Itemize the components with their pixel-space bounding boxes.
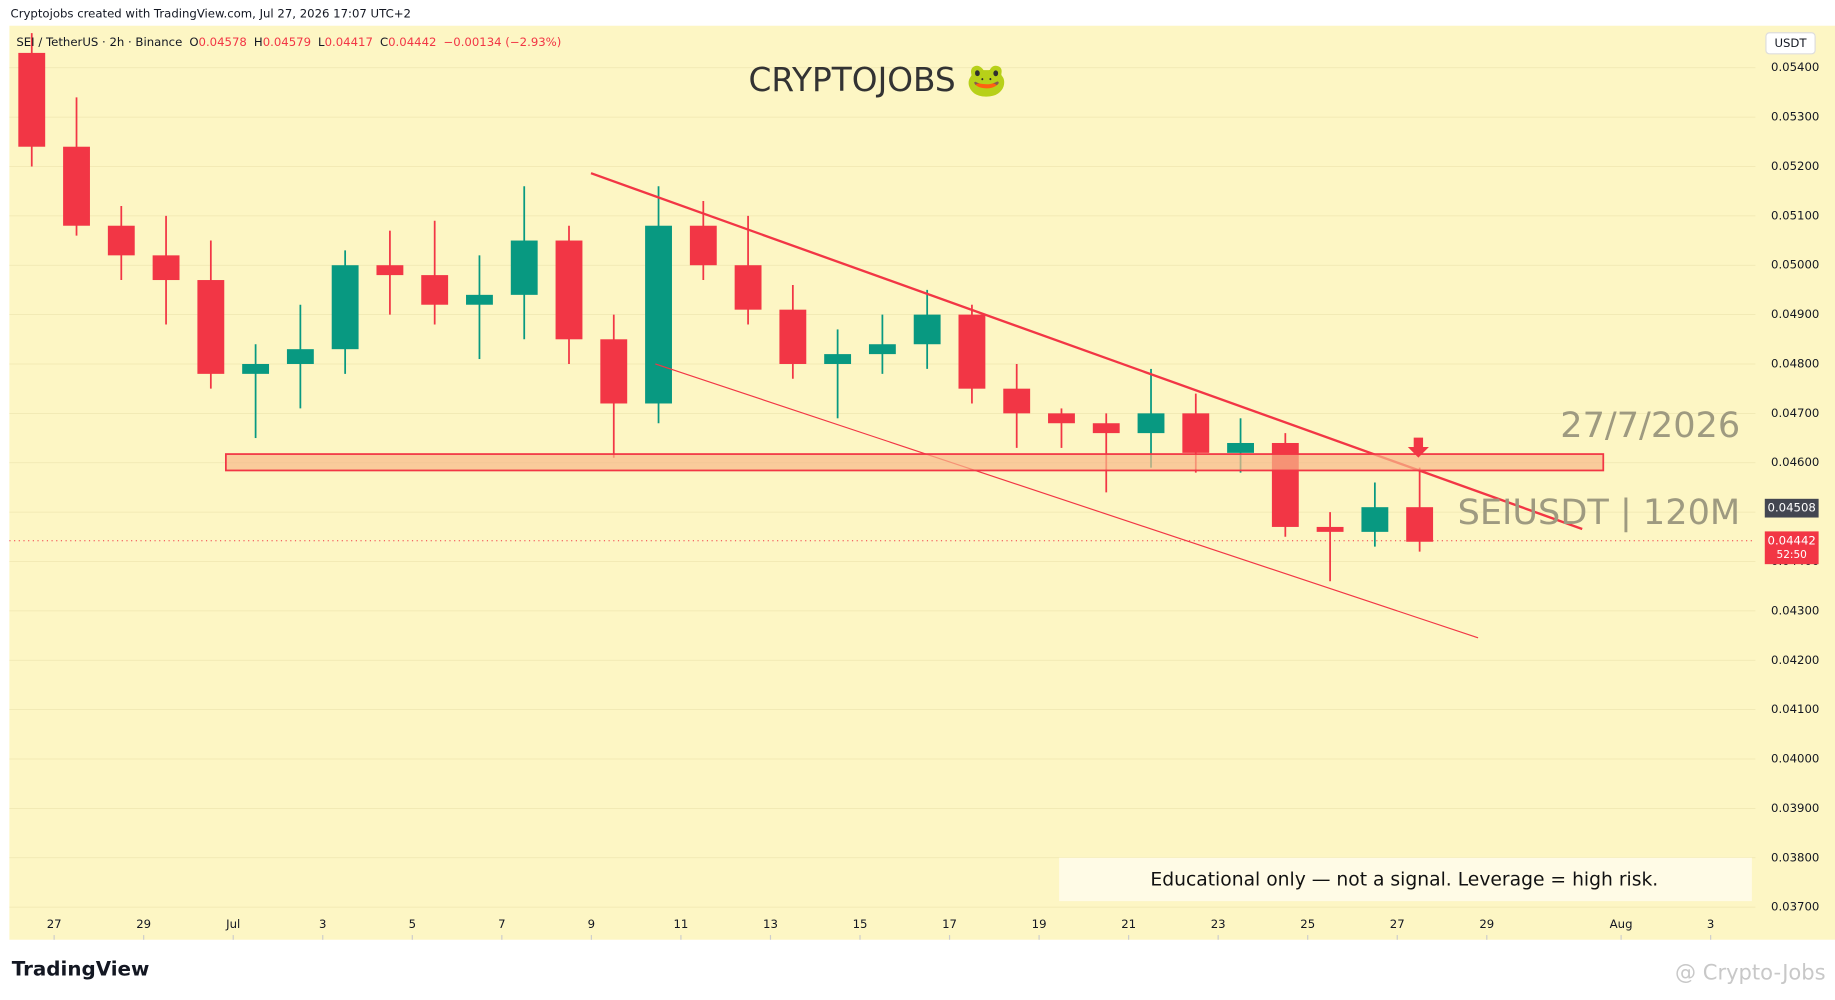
candle-body bbox=[1092, 423, 1120, 434]
x-tick-label: 13 bbox=[763, 917, 778, 931]
chart-pane bbox=[9, 25, 1835, 940]
attribution: Cryptojobs created with TradingView.com,… bbox=[11, 7, 411, 21]
y-tick-label: 0.04900 bbox=[1771, 307, 1819, 321]
candle-body bbox=[779, 309, 807, 364]
disclaimer-box bbox=[1059, 857, 1752, 902]
candle-body bbox=[510, 240, 538, 295]
marker-price: 0.04508 bbox=[1768, 501, 1816, 515]
x-tick-label: 27 bbox=[1390, 917, 1405, 931]
y-tick-label: 0.04000 bbox=[1771, 752, 1819, 766]
x-tick-label: 19 bbox=[1032, 917, 1047, 931]
y-tick-label: 0.04600 bbox=[1771, 455, 1819, 469]
x-tick-label: Jul bbox=[225, 917, 240, 931]
l-label: L bbox=[318, 35, 325, 49]
y-tick-label: 0.04200 bbox=[1771, 653, 1819, 667]
candle-body bbox=[152, 255, 180, 281]
y-tick-label: 0.04100 bbox=[1771, 702, 1819, 716]
last-price: 0.04442 bbox=[1768, 533, 1816, 547]
open: 0.04578 bbox=[199, 35, 247, 49]
symbol: SEI / TetherUS · 2h · Binance bbox=[16, 35, 182, 49]
candle-body bbox=[555, 240, 583, 340]
y-tick-label: 0.05300 bbox=[1771, 110, 1819, 124]
candle-body bbox=[734, 265, 762, 310]
footer-credit: @ Crypto-Jobs bbox=[1675, 960, 1826, 985]
disclaimer: Educational only — not a signal. Leverag… bbox=[1150, 870, 1658, 891]
x-tick-label: 29 bbox=[1479, 917, 1494, 931]
y-tick-label: 0.05100 bbox=[1771, 208, 1819, 222]
y-tick-label: 0.03800 bbox=[1771, 850, 1819, 864]
candle-body bbox=[242, 363, 270, 374]
x-tick-label: 17 bbox=[942, 917, 957, 931]
change: −0.00134 (−2.93%) bbox=[443, 35, 561, 49]
candle-body bbox=[1227, 442, 1254, 453]
high: 0.04579 bbox=[263, 35, 311, 49]
plot: 0.03700 0.03800 0.03900 0.04000 0.04100 0.042… bbox=[9, 33, 1819, 940]
x-tick-label: 29 bbox=[136, 917, 151, 931]
y-tick-label: 0.05200 bbox=[1771, 159, 1819, 173]
resistance-zone bbox=[224, 453, 1605, 472]
candle-body bbox=[1003, 388, 1031, 414]
x-tick-label: 21 bbox=[1121, 917, 1136, 931]
candle-body bbox=[197, 280, 225, 374]
trend-line-lower bbox=[655, 363, 1479, 639]
annotation-symbol: SEIUSDT | 120M bbox=[1458, 492, 1741, 533]
x-tick-label: 23 bbox=[1211, 917, 1226, 931]
y-tick-label: 0.03700 bbox=[1771, 900, 1819, 914]
x-tick-label: 11 bbox=[673, 917, 688, 931]
candle-body bbox=[18, 52, 46, 147]
candle-body bbox=[107, 225, 135, 256]
candle-body bbox=[600, 339, 628, 404]
candle-body bbox=[1137, 413, 1165, 434]
x-tick-label: 7 bbox=[498, 917, 505, 931]
ohlc-header: SEI / TetherUS · 2h · Binance O0.04578 H0.… bbox=[16, 35, 561, 49]
x-tick-label: 5 bbox=[409, 917, 416, 931]
candle-body bbox=[958, 314, 986, 389]
y-tick-label: 0.05400 bbox=[1771, 60, 1819, 74]
countdown: 52:50 bbox=[1777, 549, 1807, 561]
currency[interactable]: USDT bbox=[1774, 36, 1807, 50]
h-label: H bbox=[254, 35, 263, 49]
x-tick-label: Aug bbox=[1610, 917, 1633, 931]
annotation-date: 27/7/2026 bbox=[1560, 405, 1740, 446]
close: 0.04442 bbox=[388, 35, 436, 49]
x-tick-label: 25 bbox=[1300, 917, 1315, 931]
y-tick-label: 0.04300 bbox=[1771, 603, 1819, 617]
y-tick-label: 0.05000 bbox=[1771, 258, 1819, 272]
footer-logo[interactable]: TradingView bbox=[12, 958, 150, 981]
y-tick-label: 0.04800 bbox=[1771, 356, 1819, 370]
candle-body bbox=[1316, 526, 1344, 532]
candle-body bbox=[868, 344, 896, 355]
marker-price-box bbox=[1764, 498, 1819, 518]
candle-body bbox=[1048, 413, 1075, 424]
y-tick-label: 0.03900 bbox=[1771, 801, 1819, 815]
arrow bbox=[1407, 437, 1429, 458]
candle-body bbox=[376, 265, 404, 276]
candle-body bbox=[1361, 507, 1389, 532]
candle-body bbox=[421, 275, 449, 305]
y-tick-label: 0.04700 bbox=[1771, 406, 1819, 420]
candle-body bbox=[1406, 507, 1434, 542]
candle-body bbox=[1182, 413, 1210, 453]
candle-body bbox=[824, 354, 852, 364]
x-tick-label: 27 bbox=[47, 917, 62, 931]
candle-body bbox=[63, 146, 90, 226]
x-tick-label: 15 bbox=[853, 917, 868, 931]
candle-body bbox=[286, 349, 314, 364]
o-label: O bbox=[189, 35, 198, 49]
c-label: C bbox=[380, 35, 388, 49]
candle-body bbox=[466, 294, 493, 305]
candle-body bbox=[331, 265, 359, 350]
x-tick-label: 3 bbox=[319, 917, 326, 931]
candle-body bbox=[689, 225, 717, 266]
low: 0.04417 bbox=[325, 35, 373, 49]
last-price-box bbox=[1764, 531, 1819, 565]
watermark-title: CRYPTOJOBS 🐸 bbox=[749, 61, 1007, 99]
currency-box[interactable] bbox=[1765, 32, 1816, 55]
candle-body bbox=[913, 314, 941, 345]
x-tick-label: 9 bbox=[588, 917, 595, 931]
x-tick-label: 3 bbox=[1707, 917, 1714, 931]
candle-body bbox=[645, 225, 672, 404]
